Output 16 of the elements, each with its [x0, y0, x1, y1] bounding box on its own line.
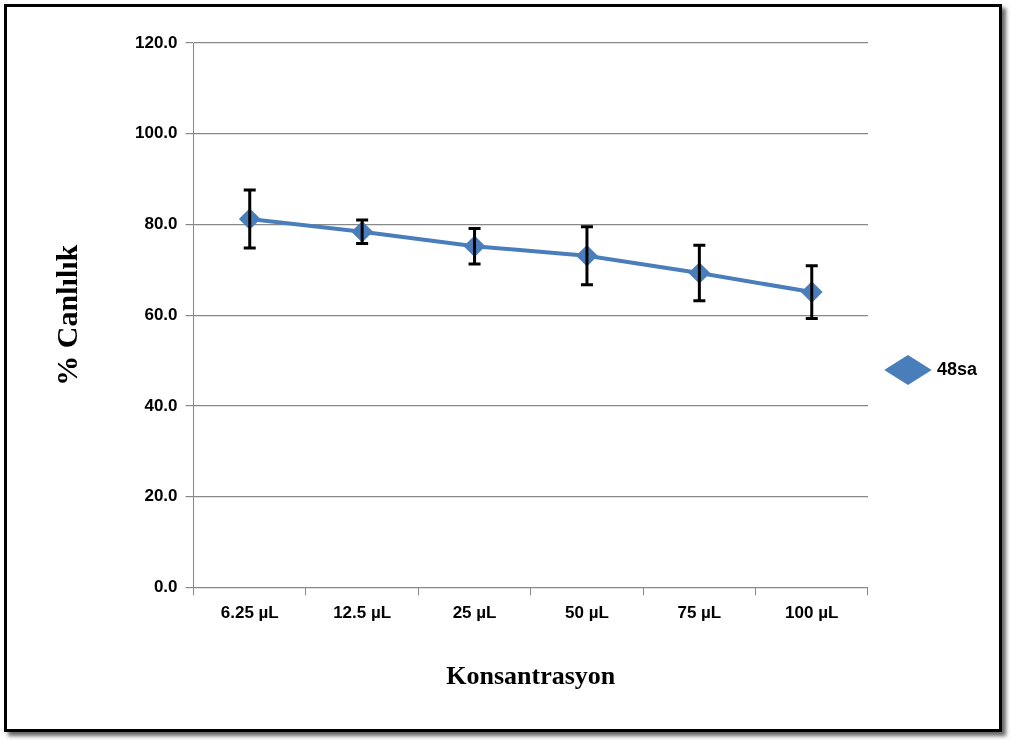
y-tick-label: 40.0 [144, 395, 178, 415]
y-tick-label: 120.0 [134, 32, 178, 52]
x-tick-label: 25 µL [452, 603, 497, 623]
x-tick-label: 75 µL [677, 603, 722, 623]
y-tick-label: 60.0 [144, 304, 178, 324]
y-tick-label: 100.0 [134, 123, 178, 143]
x-tick-label: 100 µL [785, 603, 839, 623]
legend-label: 48sa [936, 358, 978, 379]
y-tick-label: 20.0 [144, 486, 178, 506]
x-tick-label: 12.5 µL [333, 603, 392, 623]
x-axis-title: Konsantrasyon [446, 661, 616, 691]
y-tick-label: 80.0 [144, 214, 178, 234]
y-axis-title: % Canlılık [49, 244, 83, 386]
y-tick-label: 0.0 [153, 577, 178, 597]
x-tick-label: 50 µL [565, 603, 609, 623]
x-tick-label: 6.25 µL [220, 603, 279, 623]
